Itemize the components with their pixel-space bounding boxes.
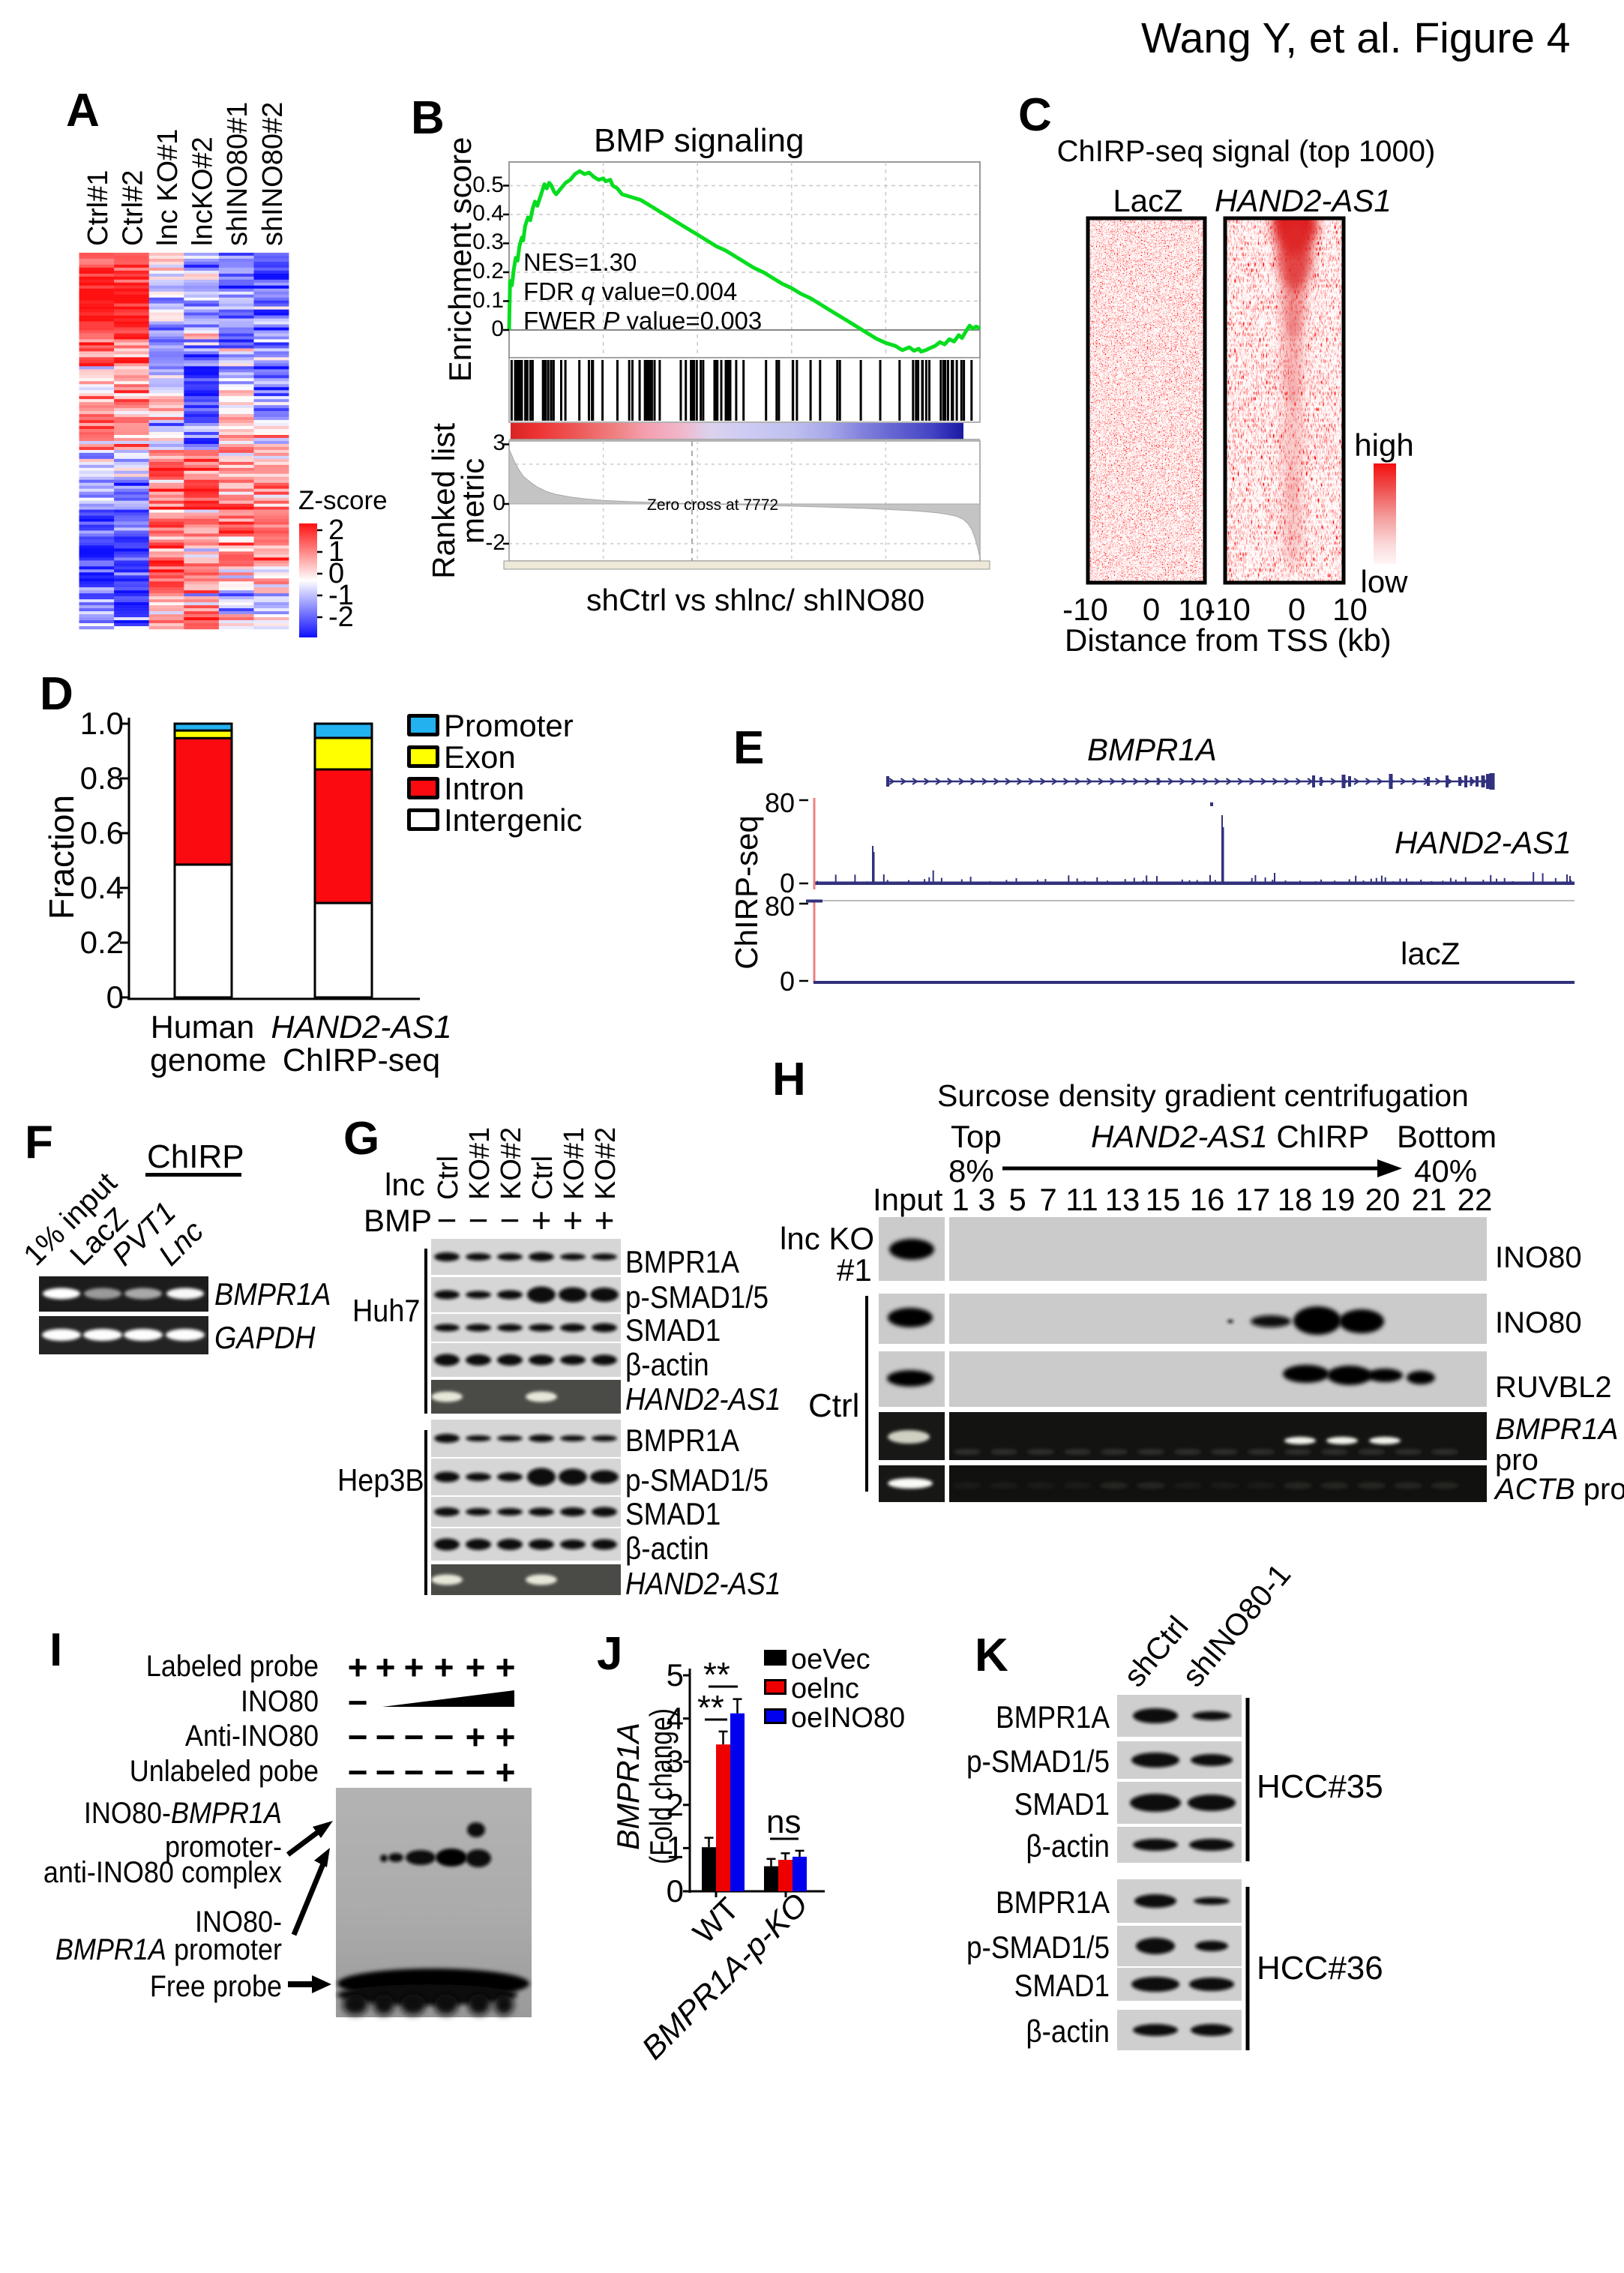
svg-text:Ranked list: Ranked list <box>426 423 461 579</box>
svg-text:lncKO#2: lncKO#2 <box>187 136 219 246</box>
svg-text:KO#2: KO#2 <box>590 1127 622 1200</box>
svg-text:Fraction: Fraction <box>42 795 81 919</box>
svg-text:BMPR1A: BMPR1A <box>610 1723 646 1850</box>
svg-text:shINO80#1: shINO80#1 <box>222 102 253 246</box>
svg-text:lnc KO#1: lnc KO#1 <box>152 129 184 246</box>
svg-text:shINO80#2: shINO80#2 <box>257 102 289 246</box>
svg-text:Ctrl: Ctrl <box>527 1156 559 1200</box>
svg-text:KO#1: KO#1 <box>464 1127 496 1200</box>
svg-text:Ctrl: Ctrl <box>433 1156 464 1200</box>
svg-text:shINO80-1: shINO80-1 <box>1176 1557 1298 1693</box>
svg-text:metric: metric <box>455 458 490 544</box>
svg-text:Enrichment score: Enrichment score <box>442 137 478 382</box>
svg-text:KO#2: KO#2 <box>496 1127 527 1200</box>
svg-text:KO#1: KO#1 <box>559 1127 590 1200</box>
svg-text:ChIRP-seq: ChIRP-seq <box>729 815 764 969</box>
svg-text:Ctrl#2: Ctrl#2 <box>117 170 148 246</box>
svg-text:Ctrl#1: Ctrl#1 <box>82 170 114 246</box>
svg-text:(Fold change): (Fold change) <box>643 1708 679 1864</box>
svg-text:shCtrl: shCtrl <box>1117 1609 1195 1693</box>
